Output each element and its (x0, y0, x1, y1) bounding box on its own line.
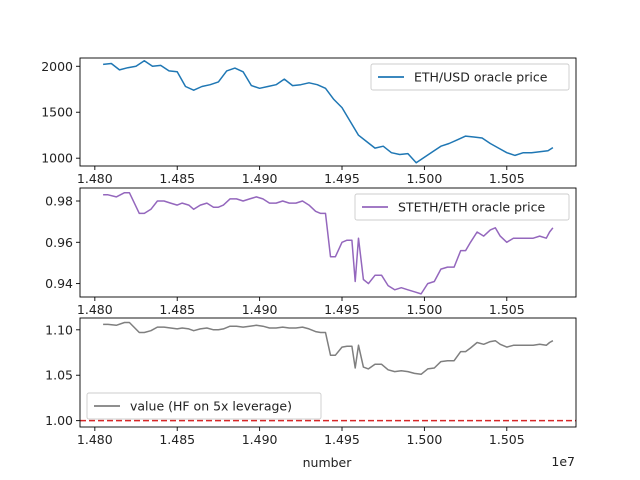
y-tick-label: 2000 (41, 59, 73, 74)
legend-box (86, 392, 322, 420)
health-factor-panel: 1.480 1.485 1.490 1.495 1.500 1.505 1.00 1.05 1.… (45, 317, 577, 447)
x-tick-label: 1.495 (324, 432, 360, 447)
eth-usd-panel: 1.480 1.485 1.490 1.495 1.500 1.505 1000 1500 20… (41, 57, 577, 186)
x-axis-offset-text: 1e7 (551, 454, 575, 469)
y-tick-label: 1.10 (45, 322, 73, 337)
legend-box (354, 193, 570, 221)
x-tick-label: 1.485 (159, 302, 195, 317)
x-tick-label: 1.495 (324, 171, 360, 186)
x-tick-label: 1.490 (242, 302, 278, 317)
x-tick-label: 1.480 (77, 171, 113, 186)
y-tick-label: 0.94 (45, 276, 73, 291)
x-tick-label: 1.500 (407, 171, 443, 186)
x-tick-label: 1.505 (489, 171, 525, 186)
x-tick-label: 1.480 (77, 302, 113, 317)
x-tick-label: 1.485 (159, 171, 195, 186)
x-tick-label: 1.495 (324, 302, 360, 317)
legend-label: STETH/ETH oracle price (398, 200, 545, 215)
x-tick-label: 1.490 (242, 171, 278, 186)
x-tick-label: 1.500 (407, 432, 443, 447)
legend-label: ETH/USD oracle price (414, 70, 548, 85)
y-tick-label: 1500 (41, 105, 73, 120)
steth-eth-panel: 1.480 1.485 1.490 1.495 1.500 1.505 0.94 0.96 0.… (45, 187, 577, 317)
x-tick-label: 1.505 (489, 302, 525, 317)
legend: value (HF on 5x leverage) (86, 392, 322, 420)
x-tick-label: 1.490 (242, 432, 278, 447)
axes-frame (79, 317, 577, 428)
series-line-0-0 (103, 60, 554, 164)
x-axis-label: number (303, 455, 353, 470)
y-tick-label: 1000 (41, 151, 73, 166)
series-line-1-0 (103, 191, 554, 295)
series-line-2-0 (103, 321, 554, 376)
y-tick-label: 0.96 (45, 235, 73, 250)
legend-label: value (HF on 5x leverage) (130, 399, 292, 414)
x-tick-label: 1.500 (407, 302, 443, 317)
legend: STETH/ETH oracle price (354, 193, 570, 221)
legend: ETH/USD oracle price (370, 63, 570, 91)
y-tick-label: 0.98 (45, 194, 73, 209)
x-tick-label: 1.485 (159, 432, 195, 447)
legend-box (370, 63, 570, 91)
y-tick-label: 1.05 (45, 368, 73, 383)
x-tick-label: 1.480 (77, 432, 113, 447)
x-tick-label: 1.505 (489, 432, 525, 447)
y-tick-label: 1.00 (45, 413, 73, 428)
